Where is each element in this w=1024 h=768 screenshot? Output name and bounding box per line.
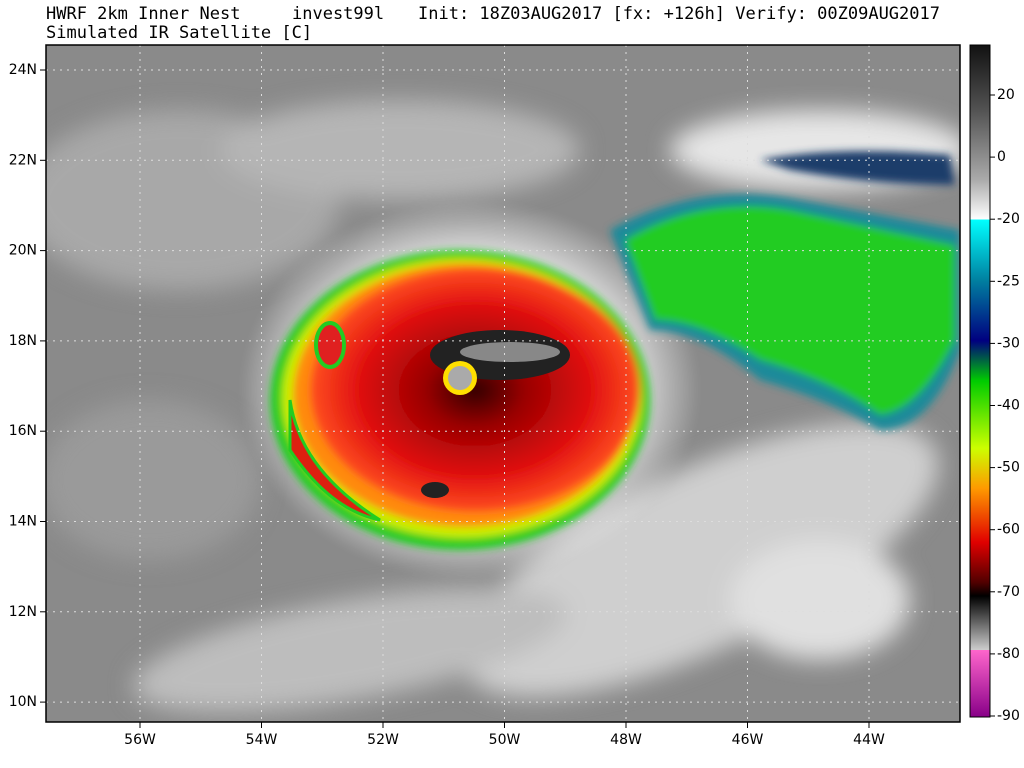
colorbar-label: -90	[997, 708, 1020, 724]
colorbar-label: -60	[997, 522, 1020, 538]
lat-label: 18N	[9, 333, 37, 349]
lat-label: 12N	[9, 604, 37, 620]
colorbar-label: -80	[997, 646, 1020, 662]
lat-label: 20N	[9, 243, 37, 259]
colorbar-label: -30	[997, 335, 1020, 351]
lat-label: 24N	[9, 62, 37, 78]
map-frame	[45, 44, 961, 723]
colorbar-label: 20	[997, 87, 1015, 103]
lon-label: 56W	[124, 732, 156, 748]
lon-label: 54W	[246, 732, 278, 748]
colorbar-label: 0	[997, 149, 1006, 165]
lon-label: 48W	[610, 732, 642, 748]
lon-label: 52W	[367, 732, 399, 748]
model-title: HWRF 2km Inner Nest	[46, 4, 240, 24]
colorbar	[969, 44, 991, 718]
lat-label: 14N	[9, 514, 37, 530]
colorbar-label: -25	[997, 273, 1020, 289]
lon-label: 44W	[853, 732, 885, 748]
graticule	[46, 45, 960, 722]
time-info: Init: 18Z03AUG2017 [fx: +126h] Verify: 0…	[418, 4, 940, 24]
colorbar-label: -40	[997, 398, 1020, 414]
colorbar-label: -70	[997, 584, 1020, 600]
lon-label: 46W	[732, 732, 764, 748]
colorbar-label: -50	[997, 460, 1020, 476]
storm-name: invest99l	[292, 4, 384, 24]
colorbar-label: -20	[997, 211, 1020, 227]
lat-label: 22N	[9, 152, 37, 168]
lat-label: 16N	[9, 423, 37, 439]
product-title: Simulated IR Satellite [C]	[46, 23, 312, 43]
imagery	[46, 45, 960, 722]
lon-label: 50W	[489, 732, 521, 748]
lat-label: 10N	[9, 694, 37, 710]
